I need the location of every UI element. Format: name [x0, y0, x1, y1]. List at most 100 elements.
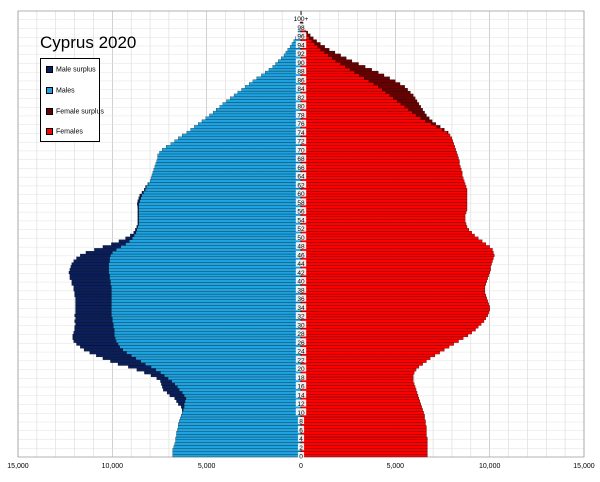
- bar-female: [300, 419, 426, 423]
- bar-female: [300, 116, 421, 120]
- bar-female-surplus: [412, 110, 425, 115]
- age-label-bg: [295, 233, 307, 241]
- bar-female-surplus: [364, 76, 390, 80]
- bar-male: [145, 188, 302, 192]
- bar-female-surplus: [420, 116, 430, 120]
- age-tick-label: 76: [297, 121, 305, 128]
- legend-males: Males: [46, 87, 75, 95]
- legend-label-male-surplus: Male surplus: [56, 66, 96, 74]
- bar-male-surplus: [176, 399, 186, 403]
- bar-female: [300, 288, 486, 292]
- age-tick-label: 68: [297, 156, 305, 163]
- bar-male: [256, 76, 302, 80]
- bar-female-surplus: [340, 62, 359, 66]
- age-tick-label: 6: [299, 427, 303, 434]
- chart-title: Cyprus 2020: [40, 33, 137, 52]
- bar-female-surplus: [397, 99, 418, 103]
- bar-female: [300, 445, 428, 449]
- bar-male-surplus: [181, 405, 185, 409]
- bar-male: [165, 145, 302, 149]
- bar-male: [108, 271, 302, 275]
- age-tick-label: 92: [297, 51, 305, 58]
- bar-male: [111, 313, 302, 318]
- bar-female: [300, 130, 448, 135]
- bar-male-surplus: [96, 353, 132, 358]
- bar-male-surplus: [72, 333, 115, 338]
- bar-male: [126, 351, 302, 355]
- age-label-bg: [295, 119, 307, 127]
- age-label-bg: [295, 268, 307, 276]
- bar-female: [300, 259, 493, 263]
- bar-female-surplus: [307, 33, 311, 37]
- bar-female: [300, 222, 467, 226]
- bar-female: [300, 348, 445, 352]
- bar-male-surplus: [69, 276, 110, 280]
- bar-male: [222, 102, 302, 106]
- bar-female: [300, 302, 489, 306]
- bar-female: [300, 365, 420, 369]
- bar-female: [300, 353, 436, 358]
- bar-male-surplus: [138, 196, 141, 200]
- age-label-bg: [295, 347, 307, 355]
- bar-female: [300, 228, 470, 232]
- age-tick-label: 40: [297, 279, 305, 286]
- bar-female: [300, 308, 490, 312]
- legend-label-female-surplus: Female surplus: [56, 108, 104, 116]
- bar-male-surplus: [144, 188, 146, 192]
- x-tick-label: 15,000: [573, 463, 595, 470]
- bar-male: [164, 373, 302, 378]
- bar-female-surplus: [442, 128, 445, 132]
- bar-male: [248, 82, 302, 86]
- bar-male: [115, 339, 302, 343]
- legend-swatch-males: [46, 87, 53, 94]
- bar-male-surplus: [75, 305, 112, 309]
- bar-male-surplus: [137, 208, 139, 212]
- bar-male-surplus: [74, 313, 112, 318]
- bar-male: [233, 93, 302, 97]
- bar-male: [167, 376, 302, 380]
- bar-female-surplus: [328, 53, 341, 57]
- bar-male: [138, 208, 302, 212]
- bar-female: [300, 219, 466, 223]
- bar-male-surplus: [85, 251, 113, 255]
- bar-male: [201, 119, 302, 123]
- bar-female: [300, 150, 457, 155]
- age-tick-label: 8: [299, 419, 303, 426]
- bar-female: [300, 265, 491, 269]
- bar-female: [300, 388, 417, 392]
- bar-male: [109, 273, 302, 278]
- bar-female: [300, 316, 487, 320]
- bar-female: [300, 173, 463, 177]
- bar-male-surplus: [71, 262, 109, 266]
- bar-male: [149, 179, 302, 183]
- bar-male: [139, 199, 302, 203]
- age-label-bg: [295, 277, 307, 285]
- bar-male: [230, 96, 302, 100]
- age-label-bg: [295, 355, 307, 363]
- bar-female: [300, 216, 466, 220]
- bar-male-surplus: [169, 393, 185, 398]
- bar-male: [112, 316, 302, 320]
- bar-male: [135, 231, 302, 235]
- bar-male-surplus: [80, 253, 111, 257]
- bar-male: [183, 402, 302, 406]
- bar-male: [174, 382, 302, 386]
- bar-female: [300, 128, 443, 132]
- bar-female: [300, 79, 370, 83]
- bar-male: [111, 291, 302, 295]
- bar-female: [300, 322, 482, 326]
- bar-female: [300, 68, 351, 72]
- bar-male: [213, 110, 302, 115]
- bar-female-surplus: [368, 79, 396, 83]
- bar-male: [111, 296, 302, 300]
- x-tick-label: 15,000: [7, 463, 29, 470]
- bar-female: [300, 233, 475, 237]
- bar-female: [300, 328, 476, 332]
- bar-male-surplus: [137, 199, 140, 203]
- bar-female: [300, 245, 490, 249]
- bar-female: [300, 431, 427, 435]
- bar-male: [265, 70, 302, 75]
- bar-male-surplus: [144, 371, 161, 375]
- bar-male: [131, 353, 302, 358]
- bar-male-surplus: [75, 316, 113, 320]
